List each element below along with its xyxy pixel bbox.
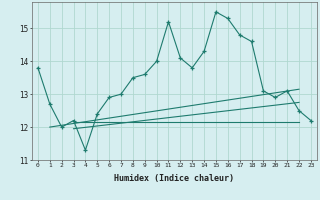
X-axis label: Humidex (Indice chaleur): Humidex (Indice chaleur) <box>115 174 234 183</box>
